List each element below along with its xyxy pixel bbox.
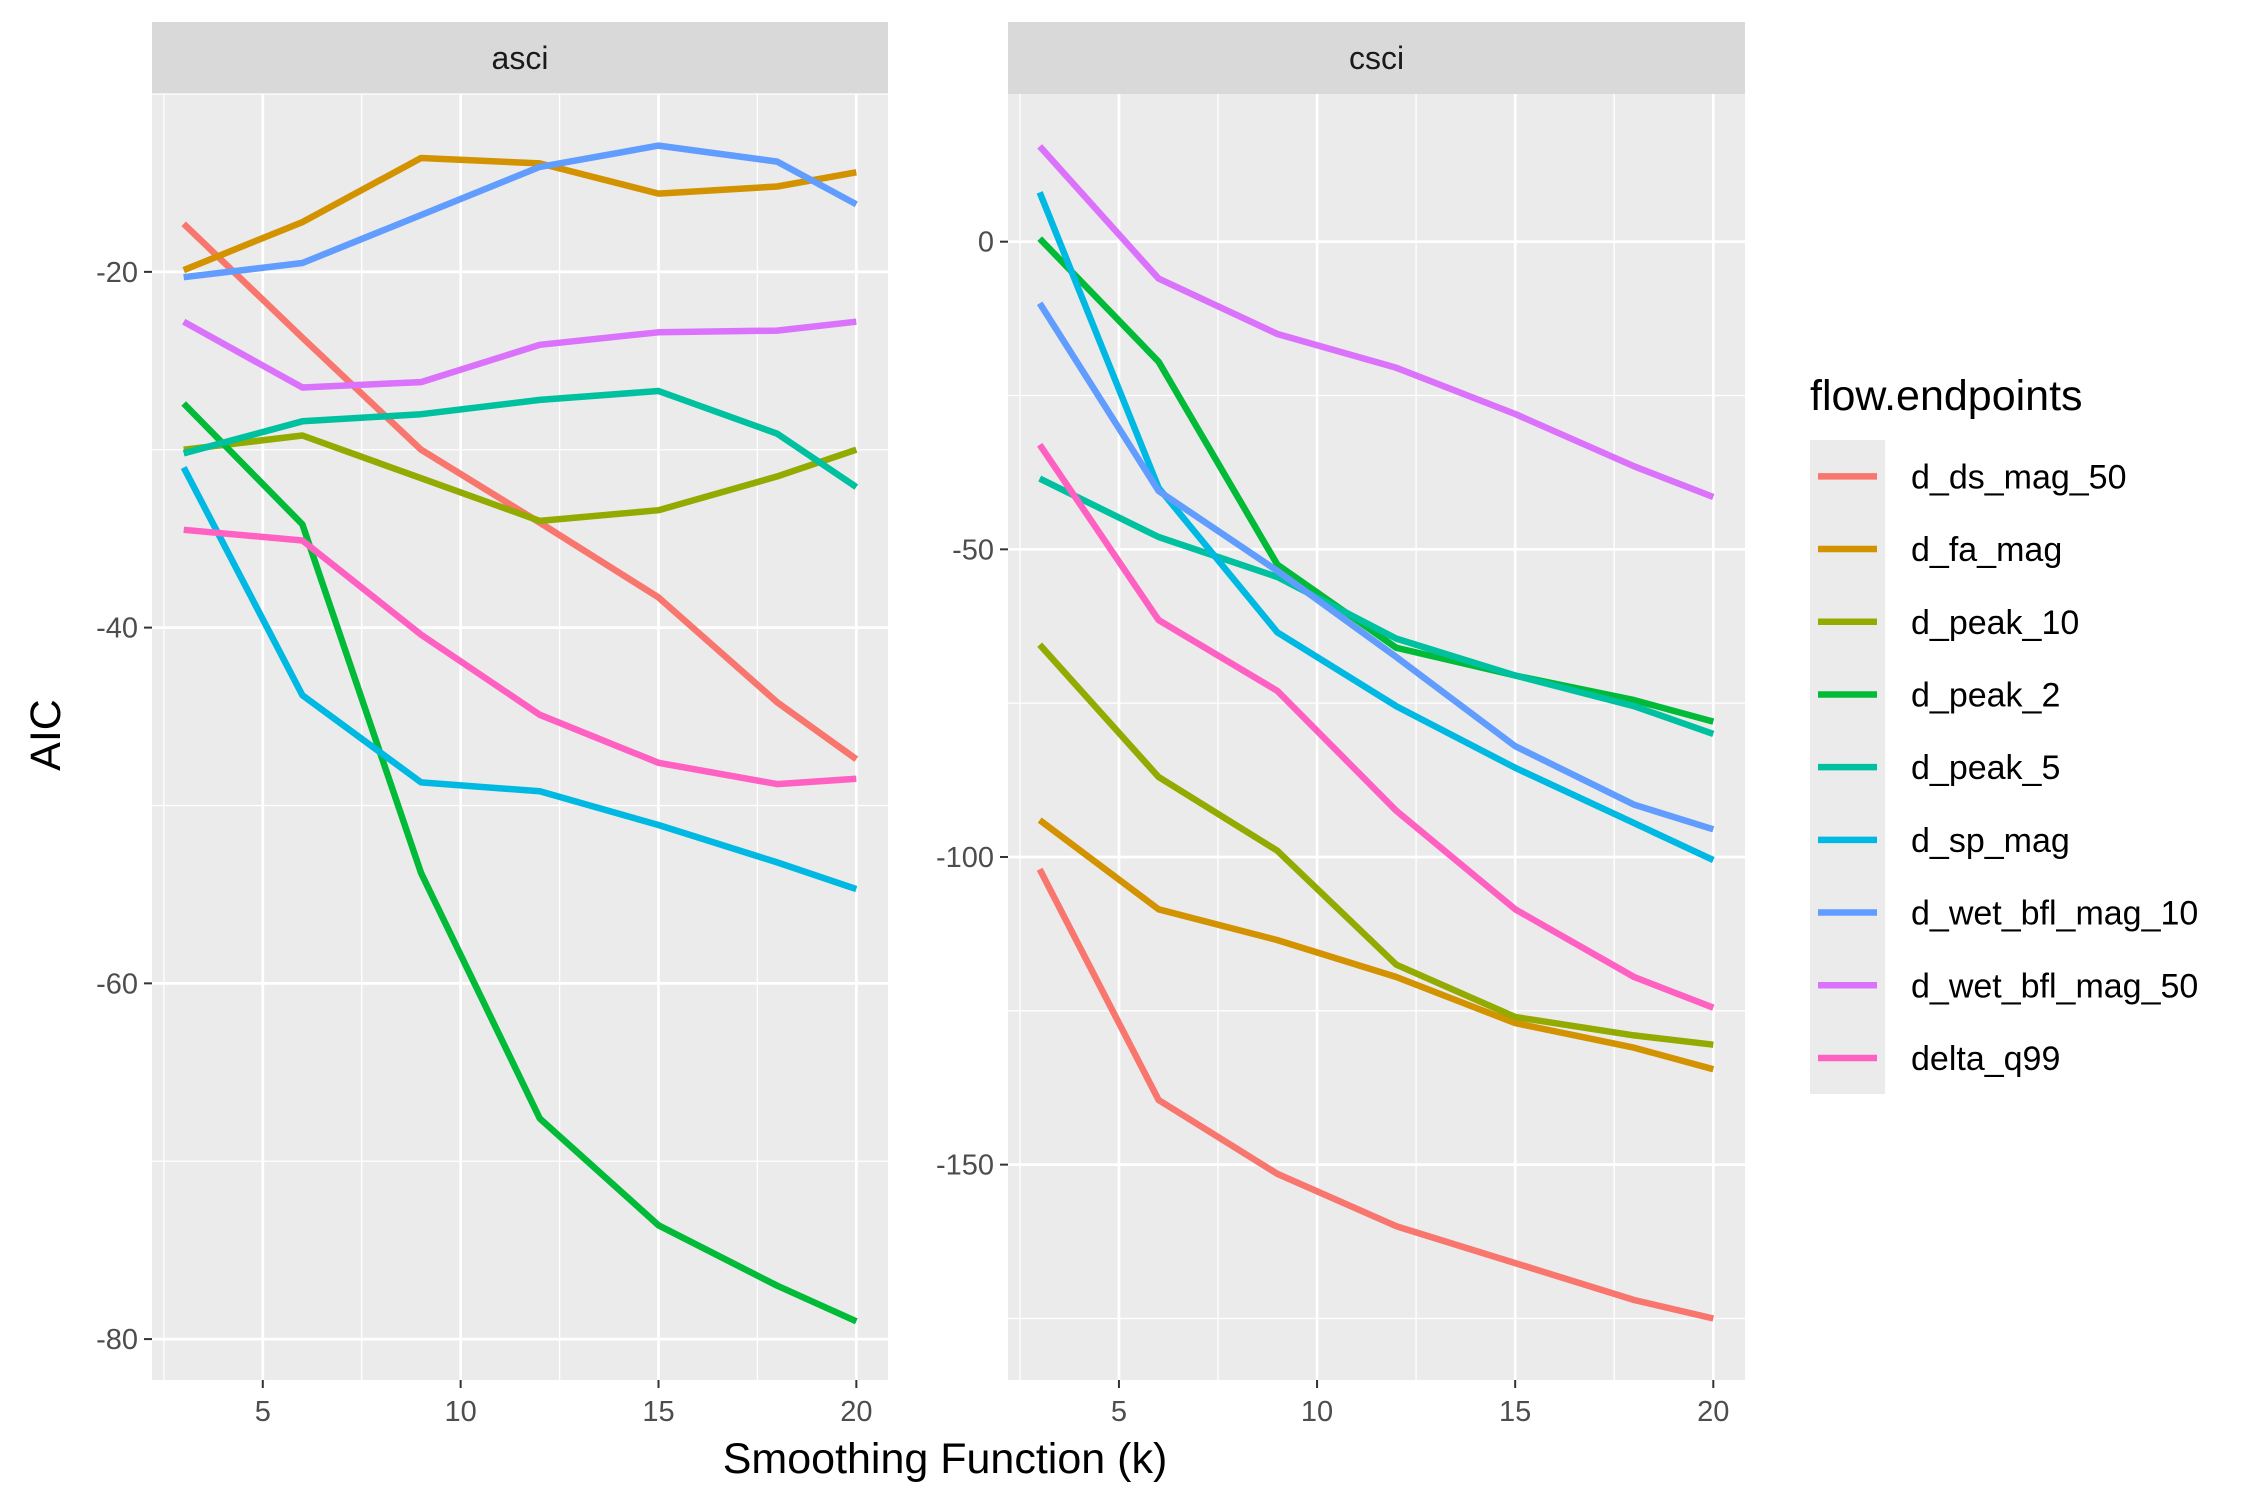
legend-label: d_wet_bfl_mag_10 bbox=[1911, 895, 2198, 933]
legend-item-delta-q99: delta_q99 bbox=[1818, 1040, 2060, 1078]
y-tick-label: 0 bbox=[978, 227, 994, 259]
series-lines-csci bbox=[1036, 144, 1715, 1322]
legend-label: delta_q99 bbox=[1911, 1040, 2060, 1078]
series-line-d-wet-bfl-mag-50 bbox=[1037, 144, 1715, 501]
legend-label: d_peak_2 bbox=[1911, 676, 2060, 714]
x-tick-label: 5 bbox=[1111, 1396, 1127, 1428]
legend-label: d_fa_mag bbox=[1911, 531, 2062, 569]
series-line-d-wet-bfl-mag-10 bbox=[1036, 301, 1715, 833]
legend-label: d_peak_10 bbox=[1911, 604, 2079, 642]
legend-item-d-fa-mag: d_fa_mag bbox=[1818, 531, 2062, 569]
series-line-d-fa-mag bbox=[1037, 817, 1715, 1073]
legend-label: d_peak_5 bbox=[1911, 749, 2060, 787]
series-lines-asci bbox=[180, 142, 859, 1325]
x-tick-label: 15 bbox=[1499, 1396, 1531, 1428]
y-tick-label: -40 bbox=[96, 613, 138, 645]
strip-label-asci: asci bbox=[492, 40, 549, 76]
legend-item-d-peak-5: d_peak_5 bbox=[1818, 749, 2060, 787]
legend-label: d_ds_mag_50 bbox=[1911, 458, 2127, 496]
legend-title: flow.endpoints bbox=[1810, 372, 2083, 420]
series-line-d-wet-bfl-mag-10 bbox=[183, 142, 858, 281]
strip-label-csci: csci bbox=[1349, 40, 1404, 76]
x-tick-label: 15 bbox=[642, 1396, 674, 1428]
x-tick-label: 5 bbox=[255, 1396, 271, 1428]
x-tick-label: 20 bbox=[840, 1396, 872, 1428]
legend-item-d-peak-2: d_peak_2 bbox=[1818, 676, 2060, 714]
series-line-d-peak-5 bbox=[182, 387, 859, 490]
y-tick-label: -50 bbox=[952, 534, 994, 566]
series-line-d-peak-10 bbox=[183, 432, 858, 525]
y-tick-label: -80 bbox=[96, 1324, 138, 1356]
legend-label: d_sp_mag bbox=[1911, 822, 2070, 860]
legend-item-d-wet-bfl-mag-50: d_wet_bfl_mag_50 bbox=[1818, 967, 2198, 1005]
series-line-d-peak-2 bbox=[181, 401, 858, 1325]
strip-csci bbox=[1008, 22, 1745, 94]
series-line-d-peak-10 bbox=[1037, 642, 1714, 1048]
series-line-d-sp-mag bbox=[180, 465, 858, 893]
legend-label: d_wet_bfl_mag_50 bbox=[1911, 967, 2198, 1005]
x-tick-label: 20 bbox=[1697, 1396, 1729, 1428]
y-tick-label: -100 bbox=[936, 842, 994, 874]
series-line-d-ds-mag-50 bbox=[1036, 867, 1715, 1322]
legend-item-d-sp-mag: d_sp_mag bbox=[1818, 822, 2070, 860]
strip-asci bbox=[152, 22, 888, 94]
panel-asci: asci 5 10 15 20 -20 -40 -60 -80 bbox=[96, 22, 888, 1428]
x-axis-title: Smoothing Function (k) bbox=[723, 1435, 1168, 1483]
series-line-delta-q99 bbox=[183, 526, 857, 788]
legend-item-d-peak-10: d_peak_10 bbox=[1818, 604, 2079, 642]
y-tick-label: -60 bbox=[96, 968, 138, 1000]
y-tick-label: -20 bbox=[96, 257, 138, 289]
series-line-d-peak-5 bbox=[1038, 475, 1715, 737]
panel-csci: csci 5 10 15 20 0 -50 -100 -150 bbox=[936, 22, 1745, 1428]
legend-item-d-wet-bfl-mag-10: d_wet_bfl_mag_10 bbox=[1818, 895, 2198, 933]
gridlines-asci bbox=[152, 93, 888, 1380]
series-line-delta-q99 bbox=[1037, 442, 1715, 1011]
series-line-d-wet-bfl-mag-50 bbox=[182, 318, 857, 391]
legend: flow.endpoints d_ds_mag_50 d_fa_mag d_peak… bbox=[1810, 372, 2198, 1094]
x-tick-label: 10 bbox=[1301, 1396, 1333, 1428]
y-axis-title: AIC bbox=[22, 699, 70, 771]
series-line-d-peak-2 bbox=[1037, 236, 1715, 725]
panels-layer: asci 5 10 15 20 -20 -40 -60 -80 csci 5 10 15 20 0 -50 -1… bbox=[96, 22, 1745, 1428]
y-tick-label: -150 bbox=[936, 1150, 994, 1182]
legend-item-d-ds-mag-50: d_ds_mag_50 bbox=[1818, 458, 2127, 496]
x-tick-label: 10 bbox=[445, 1396, 477, 1428]
series-line-d-fa-mag bbox=[182, 154, 857, 274]
legend-items: d_ds_mag_50 d_fa_mag d_peak_10 d_peak_2 d_pe… bbox=[1818, 458, 2198, 1078]
axis-titles: Smoothing Function (k) AIC bbox=[22, 699, 1167, 1483]
